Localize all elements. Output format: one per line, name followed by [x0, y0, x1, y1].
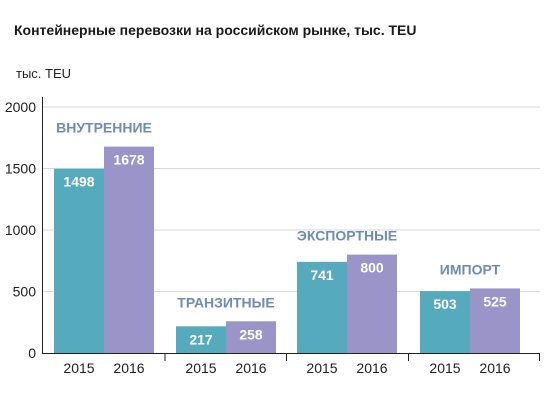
bar: [420, 291, 470, 353]
x-tick-label: 2015: [429, 360, 460, 376]
bar-value-label: 525: [483, 293, 507, 309]
chart-title: Контейнерные перевозки на российском рын…: [14, 22, 417, 38]
group-label: ИМПОРТ: [440, 261, 501, 277]
y-tick-label: 2000: [5, 99, 36, 115]
x-tick-label: 2016: [235, 360, 266, 376]
bar: [176, 326, 226, 353]
y-tick-label: 1000: [5, 222, 36, 238]
axes: 0 500 1000 1500 2000 2015 2016 2015 2016 2015 2016…: [5, 97, 540, 376]
y-tick-label: 500: [13, 284, 37, 300]
x-tick-label: 2016: [113, 360, 144, 376]
group-label: ЭКСПОРТНЫЕ: [297, 228, 397, 244]
x-tick-label: 2016: [479, 360, 510, 376]
x-tick-label: 2015: [306, 360, 337, 376]
x-tick-label: 2015: [185, 360, 216, 376]
bar: [54, 168, 104, 353]
bar: [104, 146, 154, 353]
x-tick-label: 2016: [356, 360, 387, 376]
bar-value-label: 503: [433, 296, 457, 312]
bars: 1498 1678 ВНУТРЕННИЕ 217 258 ТРАНЗИТНЫЕ 741 800…: [54, 120, 520, 353]
y-axis-unit-label: тыс. TEU: [16, 66, 71, 81]
bar: [470, 288, 520, 353]
bar-value-label: 1498: [63, 174, 94, 190]
bar-value-label: 258: [239, 326, 263, 342]
y-tick-label: 1500: [5, 161, 36, 177]
group-label: ТРАНЗИТНЫЕ: [177, 294, 274, 310]
bar-value-label: 741: [310, 267, 334, 283]
bar: [226, 321, 276, 353]
bar-value-label: 217: [189, 331, 213, 347]
y-tick-label: 0: [28, 345, 36, 361]
x-tick-label: 2015: [63, 360, 94, 376]
bar: [347, 254, 397, 353]
group-label: ВНУТРЕННИЕ: [56, 120, 152, 136]
bar-value-label: 800: [360, 260, 384, 276]
bar: [297, 261, 347, 353]
bar-value-label: 1678: [113, 152, 144, 168]
